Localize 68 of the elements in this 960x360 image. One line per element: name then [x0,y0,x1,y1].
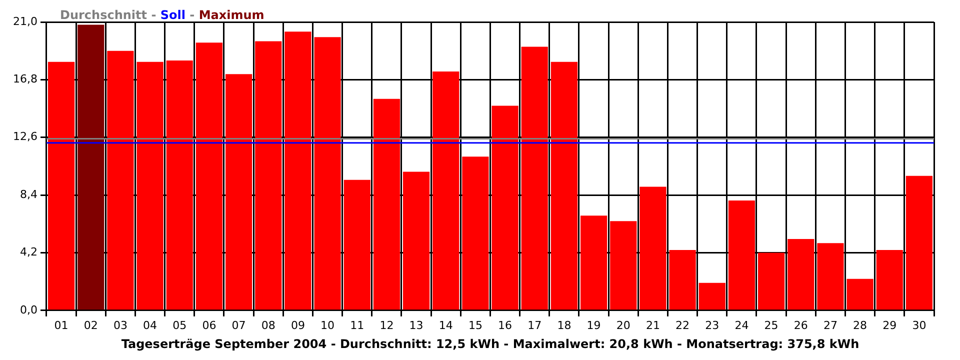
x-tick-label: 04 [143,318,158,332]
x-tick-label: 06 [202,318,216,332]
x-tick-label: 08 [261,318,276,332]
bar [462,156,489,310]
y-tick-label: 8,4 [20,188,38,201]
bar [758,252,785,310]
x-tick-label: 25 [764,318,778,332]
bar [314,37,341,310]
x-tick-label: 19 [586,318,601,332]
bar [373,98,400,310]
bar [402,172,430,310]
bar [284,32,312,310]
x-tick-label: 07 [232,318,246,332]
x-tick-label: 11 [350,318,364,332]
bar [788,238,814,310]
x-tick-label: 14 [438,318,453,332]
bar [166,60,193,310]
x-tick-label: 12 [380,318,394,332]
bar [48,62,75,310]
bar [136,62,164,310]
x-tick-label: 03 [113,318,128,332]
x-tick-label: 21 [646,318,660,332]
y-tick-label: 16,8 [12,72,38,86]
x-tick-label: 23 [705,318,720,332]
x-tick-label: 15 [468,318,482,332]
bar [640,186,666,310]
bar [550,62,578,310]
x-tick-label: 05 [172,318,187,332]
bar [580,216,608,310]
chart-title: Durchschnitt - Soll - Maximum [60,8,264,22]
bar [107,50,134,310]
x-tick-label: 24 [734,318,749,332]
x-tick-label: 22 [676,318,690,332]
bar [344,180,370,310]
x-tick-label: 20 [616,318,630,332]
x-tick-label: 29 [882,318,897,332]
bar [78,24,104,310]
x-tick-label: 18 [557,318,572,332]
bar [698,282,726,310]
x-tick-label: 16 [498,318,512,332]
x-tick-label: 30 [912,318,926,332]
x-tick-label: 27 [823,318,838,332]
x-tick-label: 10 [320,318,335,332]
bar [817,243,844,310]
y-tick-label: 0,0 [20,303,38,316]
bar [876,250,903,310]
x-axis-title: Tageserträge September 2004 - Durchschnitt: 12,5 kWh - Maximalwert: 20,8 kWh - Monatsertrag: 375,8 kWh [121,336,860,351]
bar [255,41,282,310]
bar [521,46,548,310]
x-tick-label: 02 [84,318,98,332]
x-tick-label: 13 [409,318,424,332]
bar [728,200,756,310]
x-tick-label: 26 [794,318,808,332]
x-tick-label: 01 [54,318,68,332]
y-tick-label: 4,2 [20,246,38,259]
x-tick-label: 09 [290,318,305,332]
x-tick-label: 28 [853,318,868,332]
bar [610,221,637,310]
bar [846,278,874,310]
bar [432,71,460,310]
bar [906,176,933,310]
bar [196,42,223,310]
y-tick-label: 12,6 [12,130,38,144]
bar [492,106,518,310]
bar [669,250,696,310]
y-tick-label: 21,0 [12,14,38,28]
bar [225,74,252,310]
x-tick-label: 17 [528,318,542,332]
